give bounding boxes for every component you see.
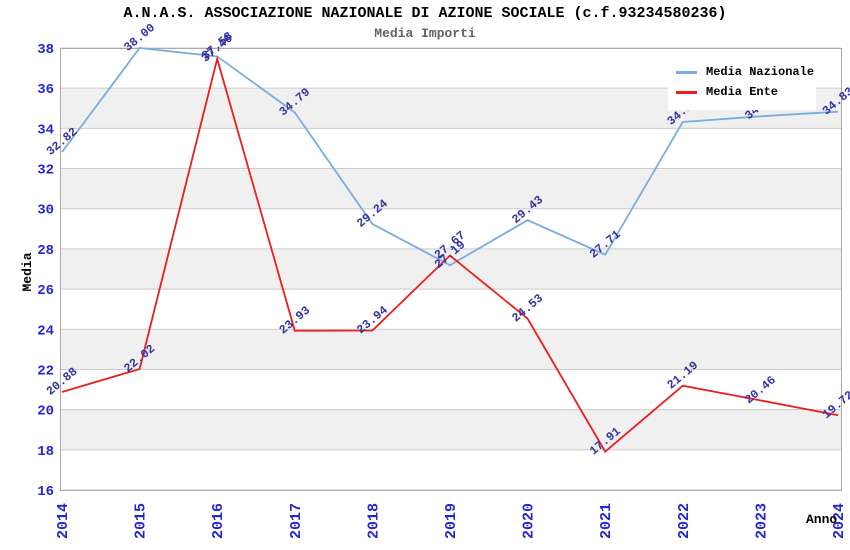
svg-text:2017: 2017 (288, 503, 305, 539)
legend-label-media-ente: Media Ente (706, 85, 779, 99)
plot-border (60, 48, 842, 491)
svg-text:2023: 2023 (753, 503, 770, 539)
svg-text:28: 28 (37, 243, 54, 259)
x-axis-title: Anno (806, 512, 837, 527)
chart-subtitle: Media Importi (374, 26, 476, 41)
svg-text:2022: 2022 (676, 503, 693, 539)
media-ente-line-swatch-icon (676, 90, 697, 94)
svg-text:2020: 2020 (521, 503, 538, 539)
svg-text:32: 32 (37, 163, 54, 179)
x-axis-ticks: 2014 2015 2016 2017 2018 2019 2020 2021 2022 2023… (55, 503, 848, 539)
svg-text:2014: 2014 (55, 503, 72, 539)
svg-text:2016: 2016 (210, 503, 227, 539)
legend-label-media-nazionale: Media Nazionale (706, 65, 815, 79)
svg-text:22: 22 (37, 363, 54, 379)
svg-text:36: 36 (37, 82, 54, 98)
series-line-0 (61, 47, 839, 267)
svg-text:2015: 2015 (133, 503, 150, 539)
legend: Media Nazionale Media Ente (668, 57, 816, 110)
media-nazionale-line-swatch-icon (676, 70, 697, 74)
svg-text:20: 20 (37, 404, 54, 420)
svg-text:26: 26 (37, 283, 54, 299)
svg-text:2021: 2021 (598, 503, 615, 539)
svg-text:38: 38 (37, 42, 54, 58)
legend-item-media-ente: Media Ente (676, 84, 812, 100)
plot-bands (60, 88, 841, 450)
svg-text:18: 18 (37, 444, 54, 460)
svg-text:2019: 2019 (443, 503, 460, 539)
svg-text:2024: 2024 (831, 503, 848, 539)
y-axis-ticks: 16 18 20 22 24 26 28 30 32 34 36 38 (37, 42, 54, 500)
svg-text:16: 16 (37, 484, 54, 500)
svg-text:2018: 2018 (365, 503, 382, 539)
svg-text:34: 34 (37, 122, 54, 138)
y-axis-title: Media (20, 252, 35, 291)
svg-text:24: 24 (37, 323, 54, 339)
svg-text:30: 30 (37, 203, 54, 219)
chart-title: A.N.A.S. ASSOCIAZIONE NAZIONALE DI AZION… (123, 5, 727, 22)
legend-item-media-nazionale: Media Nazionale (676, 64, 815, 80)
series-line-1 (61, 55, 839, 454)
